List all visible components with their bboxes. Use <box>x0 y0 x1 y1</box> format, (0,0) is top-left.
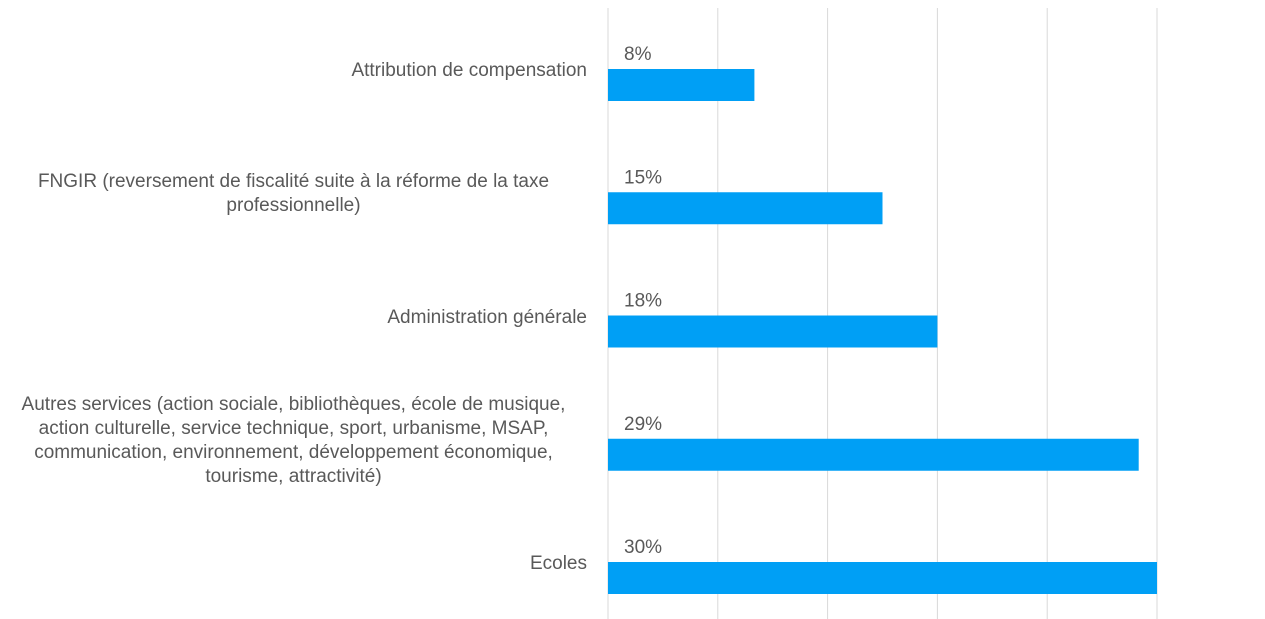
data-label: 29% <box>624 414 662 435</box>
data-label: 8% <box>624 44 652 65</box>
category-label: Autres services (action sociale, bibliot… <box>21 393 566 487</box>
category-label: Ecoles <box>529 553 587 574</box>
bar <box>608 315 938 348</box>
data-label: 18% <box>624 291 662 312</box>
category-label: Administration générale <box>387 306 587 328</box>
data-label: 30% <box>624 537 662 558</box>
category-label-box: Ecoles <box>0 552 587 576</box>
data-label: 15% <box>624 167 662 188</box>
bar <box>608 192 883 225</box>
bar <box>608 69 755 101</box>
category-label-box: Attribution de compensation <box>0 59 587 83</box>
bar <box>608 562 1157 594</box>
category-label-box: FNGIR (reversement de fiscalité suite à … <box>0 170 587 218</box>
category-label-box: Autres services (action sociale, bibliot… <box>0 393 587 489</box>
category-label-box: Administration générale <box>0 306 587 330</box>
bar <box>608 438 1139 471</box>
category-label: FNGIR (reversement de fiscalité suite à … <box>37 171 550 217</box>
category-label: Attribution de compensation <box>351 60 587 81</box>
